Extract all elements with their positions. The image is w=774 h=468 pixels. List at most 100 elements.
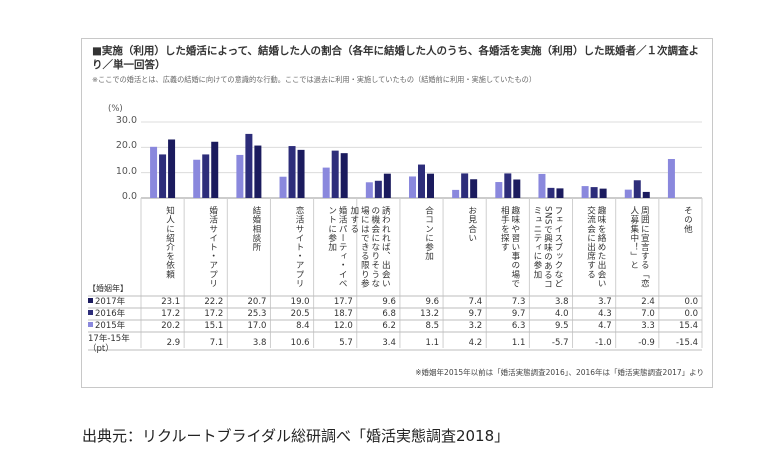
table-cell: 13.2 <box>420 309 440 319</box>
table-cell: 3.7 <box>598 297 612 307</box>
bar-2015年 <box>409 176 416 198</box>
bar-2015年 <box>452 189 460 198</box>
bar-2016年 <box>374 180 382 198</box>
bar-2016年 <box>590 187 598 198</box>
diff-cell: -1.0 <box>595 338 612 348</box>
category-label: 趣味を絡めた出会い交流会に出席する <box>585 206 607 288</box>
table-cell: 4.0 <box>554 309 569 319</box>
legend-swatch <box>88 322 93 327</box>
legend-row-label: 2015年 <box>88 321 125 332</box>
table-cell: 6.3 <box>511 321 526 331</box>
chart-title: ■実施（利用）した婚活によって、結婚した人の割合（各年に結婚した人のうち、各婚活… <box>92 45 700 71</box>
category-label: 知人に紹介を依頼 <box>164 206 175 279</box>
bar-2016年 <box>288 146 296 198</box>
table-cell: 23.1 <box>161 297 181 307</box>
table-cell: 20.7 <box>247 297 267 307</box>
bar-2017年 <box>470 179 478 198</box>
bar-2015年 <box>279 176 287 198</box>
bar-2015年 <box>538 173 546 198</box>
table-cell: 15.4 <box>679 321 698 331</box>
category-label: 趣味や習い事の場で相手を探す <box>499 206 520 288</box>
diff-cell: 7.1 <box>209 338 224 348</box>
bar-2016年 <box>202 154 210 198</box>
table-cell: 9.6 <box>425 297 440 307</box>
y-tick-label: 10.0 <box>115 165 137 177</box>
table-cell: 22.2 <box>204 297 224 307</box>
category-label: 合コンに参加 <box>423 206 434 261</box>
chart-note: ※ここでの婚活とは、広義の結婚に向けての意識的な行動。ここでは過去に利用・実施し… <box>92 75 537 84</box>
bar-2015年 <box>322 167 330 198</box>
category-label: 恋活サイト・アプリ <box>294 206 305 288</box>
source-caption: 出典元：リクルートブライダル総研調べ「婚活実態調査2018」 <box>82 427 510 445</box>
y-tick-label: 20.0 <box>115 140 137 152</box>
bar-2015年 <box>365 182 373 198</box>
bar-2015年 <box>236 154 244 198</box>
y-tick-label: 0.0 <box>121 191 137 202</box>
table-cell: 4.7 <box>598 321 612 331</box>
table-cell: 3.2 <box>468 321 483 331</box>
legend-swatch <box>88 310 93 315</box>
table-cell: 19.0 <box>290 297 310 307</box>
bar-2017年 <box>254 145 262 198</box>
diff-cell: 4.2 <box>468 338 483 348</box>
bar-2016年 <box>547 187 555 198</box>
table-cell: 4.3 <box>598 309 612 319</box>
diff-cell: 1.1 <box>511 338 526 348</box>
table-cell: 9.7 <box>511 309 526 319</box>
bar-2017年 <box>642 191 650 198</box>
table-cell: 7.0 <box>641 309 655 319</box>
bar-2015年 <box>193 159 201 198</box>
bar-2017年 <box>599 188 607 198</box>
bar-2017年 <box>513 179 521 198</box>
bar-2016年 <box>504 173 512 198</box>
table-cell: 9.6 <box>382 297 396 307</box>
bar-2015年 <box>667 158 675 198</box>
table-cell: 0.0 <box>684 297 698 307</box>
table-cell: 7.4 <box>468 297 483 307</box>
bar-2017年 <box>211 141 219 198</box>
legend-text: 2016年 <box>95 309 126 319</box>
table-cell: 3.8 <box>554 297 569 307</box>
table-cell: 15.1 <box>204 321 224 331</box>
bar-2017年 <box>340 153 348 198</box>
table-cell: 18.7 <box>333 309 353 319</box>
legend-row-label: 2017年 <box>88 297 125 308</box>
bar-2015年 <box>624 189 632 198</box>
bar-2017年 <box>427 173 434 198</box>
diff-cell: -5.7 <box>551 338 569 348</box>
table-cell: 17.2 <box>161 309 181 319</box>
bar-2017年 <box>556 188 564 198</box>
diff-cell: 3.4 <box>382 338 396 348</box>
bar-2016年 <box>418 164 425 198</box>
table-cell: 20.5 <box>290 309 310 319</box>
category-label: その他 <box>682 206 693 234</box>
diff-cell: -15.4 <box>675 338 698 348</box>
bar-2017年 <box>383 173 391 198</box>
diff-cell: 1.1 <box>425 338 440 348</box>
source-note: ※婚姻年2015年以前は「婚活実態調査2016」、2016年は「婚活実態調査20… <box>415 368 704 377</box>
table-cell: 17.2 <box>204 309 224 319</box>
table-cell: 3.3 <box>641 321 655 331</box>
table-cell: 0.0 <box>684 309 698 319</box>
diff-cell: 2.9 <box>166 338 181 348</box>
diff-cell: 10.6 <box>290 338 310 348</box>
bar-2015年 <box>495 182 503 198</box>
chart-frame <box>81 38 713 388</box>
legend-swatch <box>88 298 93 303</box>
table-cell: 9.5 <box>554 321 569 331</box>
bar-2015年 <box>150 146 158 198</box>
table-cell: 9.7 <box>468 309 483 319</box>
table-cell: 8.5 <box>425 321 440 331</box>
table-cell: 20.2 <box>161 321 181 331</box>
bar-2016年 <box>245 133 253 198</box>
table-cell: 6.2 <box>382 321 396 331</box>
bar-2016年 <box>461 173 469 198</box>
category-label: 婚活サイト・アプリ <box>207 206 218 288</box>
legend-text: 2017年 <box>95 297 126 307</box>
legend-text: 2015年 <box>95 321 126 331</box>
year-header: 【婚姻年】 <box>88 284 128 293</box>
table-cell: 6.8 <box>382 309 396 319</box>
table-cell: 12.0 <box>333 321 353 331</box>
category-label: お見合い <box>466 206 477 243</box>
